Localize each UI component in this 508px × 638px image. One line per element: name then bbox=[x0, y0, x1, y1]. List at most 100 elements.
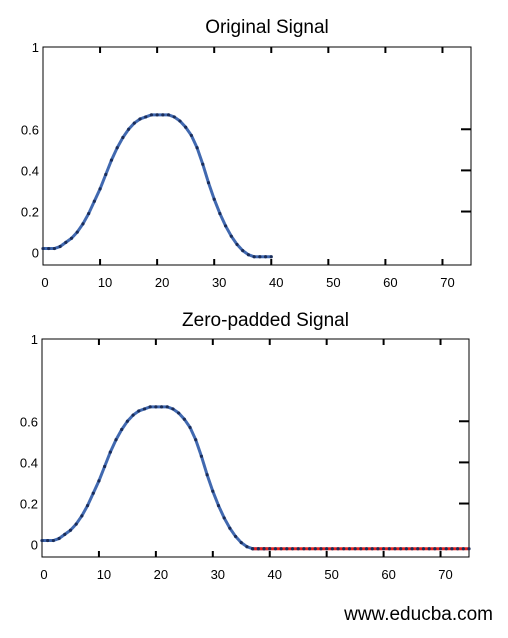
data-point bbox=[148, 405, 152, 409]
watermark: www.educba.com bbox=[343, 604, 493, 625]
data-point bbox=[188, 425, 192, 430]
data-point bbox=[456, 547, 460, 551]
data-point bbox=[184, 125, 188, 129]
data-point bbox=[347, 547, 352, 551]
data-point bbox=[165, 405, 169, 409]
y-tick-label: 0 bbox=[31, 538, 38, 553]
x-tick-label: 30 bbox=[212, 275, 226, 290]
data-point bbox=[144, 115, 148, 119]
data-point bbox=[241, 249, 245, 253]
data-point bbox=[393, 547, 397, 551]
data-point bbox=[212, 197, 216, 201]
y-tick-label: 0.6 bbox=[20, 414, 38, 429]
data-point bbox=[199, 454, 204, 458]
data-point bbox=[246, 253, 251, 257]
data-point bbox=[268, 547, 272, 551]
data-point bbox=[97, 479, 101, 483]
data-point bbox=[63, 532, 67, 536]
data-point bbox=[251, 547, 255, 551]
series-line bbox=[43, 113, 272, 259]
x-tick-label: 20 bbox=[155, 275, 169, 290]
data-point bbox=[149, 113, 154, 117]
x-tick-label: 20 bbox=[154, 567, 168, 582]
y-tick-label: 1 bbox=[32, 40, 39, 55]
data-point bbox=[330, 547, 334, 551]
data-point bbox=[108, 450, 112, 454]
data-point bbox=[285, 547, 289, 551]
data-point bbox=[222, 516, 226, 520]
data-point bbox=[410, 547, 414, 551]
x-tick-label: 70 bbox=[440, 275, 454, 290]
data-point bbox=[41, 246, 45, 251]
data-point bbox=[438, 547, 443, 551]
x-tick-label: 40 bbox=[267, 567, 281, 582]
data-point bbox=[245, 545, 249, 549]
data-point bbox=[421, 547, 426, 551]
data-point bbox=[399, 547, 403, 551]
data-point bbox=[92, 199, 96, 203]
data-point bbox=[40, 538, 44, 543]
chart-title: Original Signal bbox=[205, 17, 329, 38]
data-point bbox=[273, 547, 278, 551]
x-tick-label: 70 bbox=[438, 567, 452, 582]
data-point bbox=[182, 417, 186, 421]
data-point bbox=[172, 115, 176, 119]
data-point bbox=[98, 187, 102, 191]
plot-frame bbox=[41, 338, 470, 558]
data-point bbox=[80, 514, 84, 518]
data-point bbox=[235, 242, 239, 247]
data-point bbox=[262, 547, 266, 551]
data-point bbox=[142, 407, 147, 411]
data-point bbox=[138, 117, 142, 121]
data-point bbox=[296, 547, 300, 551]
data-point bbox=[177, 411, 181, 415]
data-point bbox=[387, 547, 391, 551]
data-point bbox=[155, 113, 159, 117]
data-point bbox=[205, 473, 209, 477]
data-point bbox=[290, 547, 295, 551]
data-point bbox=[256, 547, 260, 551]
data-point bbox=[64, 240, 68, 244]
data-point bbox=[58, 244, 62, 249]
data-point bbox=[127, 127, 131, 131]
data-point bbox=[342, 547, 346, 551]
y-tick-label: 0 bbox=[32, 246, 39, 261]
data-point bbox=[178, 119, 182, 123]
data-point bbox=[161, 113, 165, 117]
data-point bbox=[263, 255, 268, 259]
chart-original-signal: Original Signal 0 10 20 30 40 50 60 70 0 0.2 0.4 0.6… bbox=[21, 17, 472, 290]
data-point bbox=[91, 491, 95, 495]
x-tick-label: 60 bbox=[383, 275, 397, 290]
x-tick-label: 0 bbox=[40, 567, 47, 582]
x-tick-label: 30 bbox=[211, 567, 225, 582]
data-point bbox=[74, 522, 78, 526]
x-tick-label: 0 bbox=[41, 275, 48, 290]
x-tick-label: 40 bbox=[269, 275, 283, 290]
data-point bbox=[114, 438, 118, 442]
data-point bbox=[228, 526, 232, 530]
data-point bbox=[416, 547, 420, 551]
data-point bbox=[104, 172, 108, 177]
data-point bbox=[433, 547, 437, 551]
data-point bbox=[450, 547, 454, 551]
data-point bbox=[359, 547, 363, 551]
data-point bbox=[302, 547, 306, 551]
x-tick-label: 50 bbox=[324, 567, 338, 582]
data-point bbox=[46, 538, 50, 543]
x-tick-label: 60 bbox=[381, 567, 395, 582]
data-point bbox=[258, 255, 262, 259]
data-point bbox=[69, 236, 74, 240]
data-point bbox=[201, 162, 205, 166]
data-point bbox=[376, 547, 380, 551]
data-point bbox=[85, 503, 90, 508]
data-point bbox=[206, 181, 211, 185]
data-point bbox=[125, 419, 129, 423]
data-point bbox=[216, 503, 221, 508]
data-point bbox=[189, 133, 193, 138]
data-point bbox=[229, 234, 233, 238]
data-point bbox=[461, 547, 465, 551]
data-point bbox=[166, 113, 171, 117]
data-point bbox=[307, 547, 312, 551]
y-tick-label: 0.4 bbox=[20, 455, 38, 470]
